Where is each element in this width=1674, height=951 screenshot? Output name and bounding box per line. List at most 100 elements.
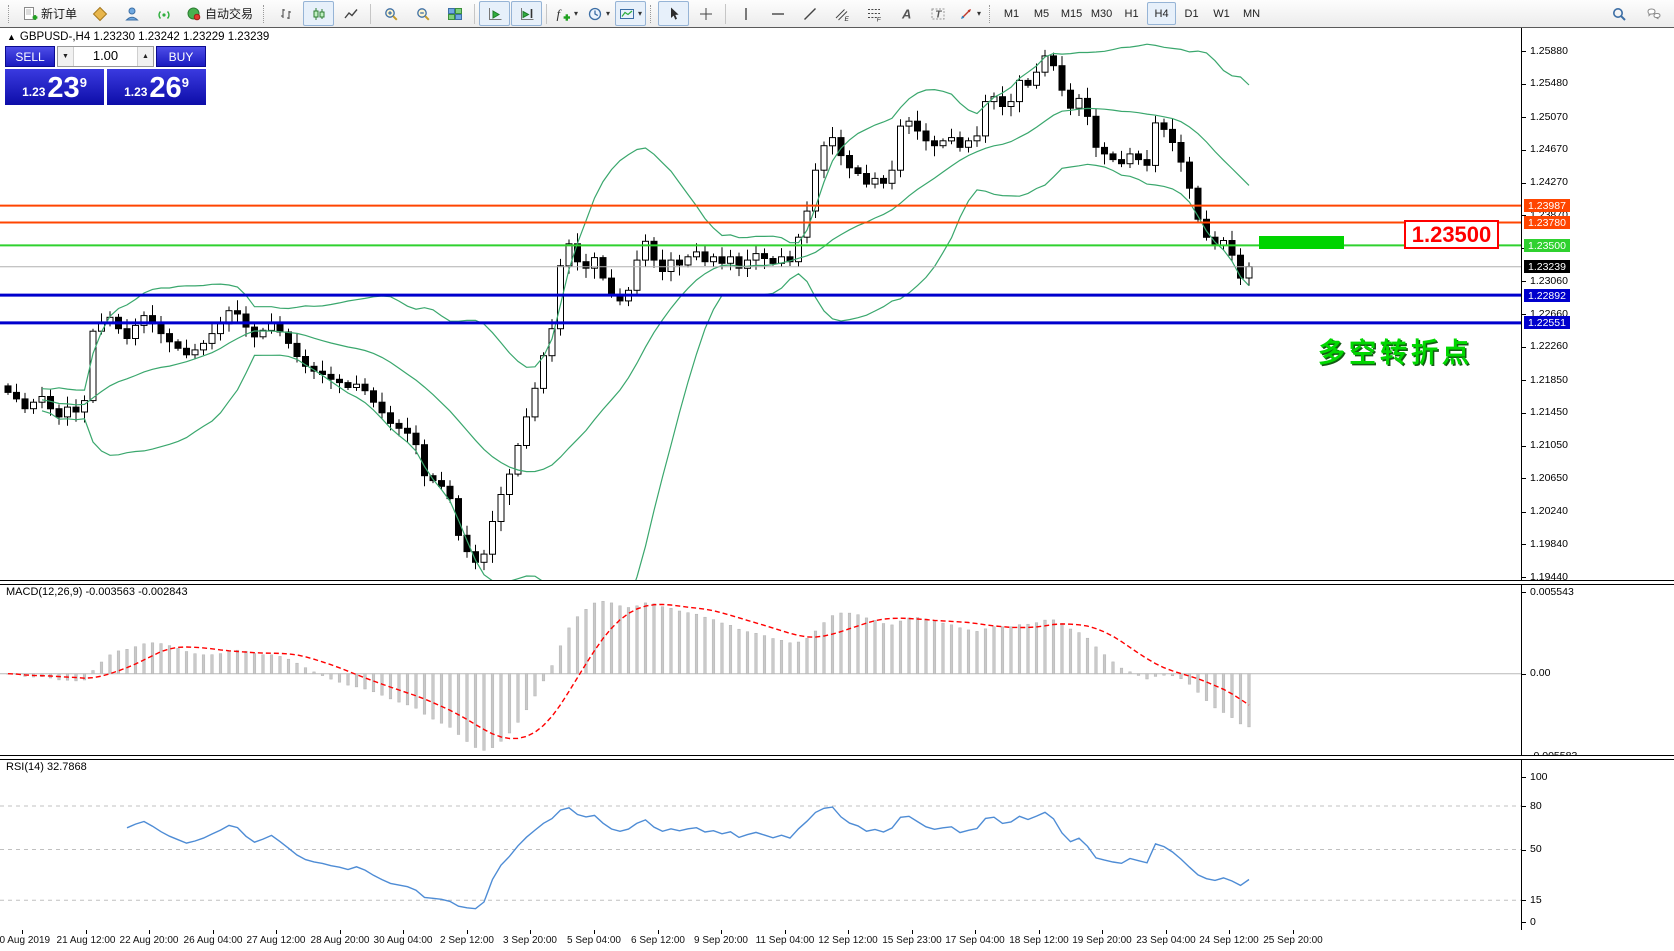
indicators-menu-button[interactable]: f ▾ [551, 1, 582, 26]
annotation-text-cn[interactable]: 多空转折点 [1318, 338, 1473, 368]
timeframe-button-H1[interactable]: H1 [1124, 7, 1139, 20]
toolbar-drag-handle[interactable] [8, 4, 12, 23]
axis-tick-label: 0 [1530, 916, 1536, 928]
toolbar-drag-handle[interactable] [989, 4, 993, 23]
zoom-out-button[interactable] [407, 1, 438, 26]
svg-text:E: E [844, 15, 849, 21]
time-tick-mark [276, 930, 277, 934]
arrows-tool-button[interactable]: ▾ [954, 1, 985, 26]
axis-tick-mark [1522, 577, 1526, 578]
auto-trading-button[interactable]: 自动交易 [180, 1, 259, 26]
cursor-icon [666, 6, 682, 22]
axis-tick-label: 1.21850 [1530, 374, 1568, 386]
tile-windows-button[interactable] [439, 1, 470, 26]
timeframe-button-D1[interactable]: D1 [1184, 7, 1199, 20]
profile-button[interactable] [116, 1, 147, 26]
collapse-trade-panel-arrow[interactable]: ▲ [7, 32, 16, 42]
search-button[interactable] [1603, 1, 1634, 26]
sell-price-main: 23 [47, 72, 80, 104]
time-tick-mark [149, 930, 150, 934]
buy-button[interactable]: BUY [156, 46, 206, 67]
timeframe-button-MN[interactable]: MN [1242, 7, 1261, 20]
volume-decrease-button[interactable]: ▼ [58, 47, 74, 66]
price-chart-canvas[interactable] [0, 28, 1521, 580]
sell-price-prefix: 1.23 [22, 85, 46, 99]
zoom-in-button[interactable] [375, 1, 406, 26]
axis-tick-label: 0.005543 [1530, 586, 1574, 598]
fibonacci-tool-button[interactable]: F [858, 1, 889, 26]
text-label-tool-button[interactable]: T [922, 1, 953, 26]
new-order-button[interactable]: 新订单 [16, 1, 83, 26]
chat-button[interactable] [1638, 1, 1669, 26]
crosshair-icon [698, 6, 714, 22]
time-tick-mark [530, 930, 531, 934]
pane-resize-handle[interactable] [0, 755, 1674, 760]
candlestick-mode-button[interactable] [303, 1, 335, 26]
axis-tick-label: 80 [1530, 800, 1542, 812]
price-callout-label[interactable]: 1.23500 [1404, 220, 1499, 249]
signals-button[interactable] [148, 1, 179, 26]
indicators-icon: f [555, 6, 571, 22]
axis-tick-mark [1522, 674, 1526, 675]
time-tick-mark [912, 930, 913, 934]
time-tick-label: 6 Sep 12:00 [631, 935, 685, 946]
timeframe-button-W1[interactable]: W1 [1213, 7, 1230, 20]
timeframe-button-M5[interactable]: M5 [1033, 7, 1050, 20]
axis-tick-mark [1522, 478, 1526, 479]
timeframe-button-H4[interactable]: H4 [1147, 2, 1177, 25]
horizontal-line-tool-button[interactable] [762, 1, 793, 26]
timeframe-button-M1[interactable]: M1 [1003, 7, 1020, 20]
price-chart-pane[interactable]: ▲ GBPUSD-,H4 1.23230 1.23242 1.23229 1.23… [0, 28, 1521, 580]
time-tick-label: 9 Sep 20:00 [694, 935, 748, 946]
channel-tool-button[interactable]: E [826, 1, 857, 26]
price-axis[interactable]: 1.25880 1.25480 1.25070 1.24670 1.24270 1.238… [1521, 28, 1674, 930]
highlight-rectangle[interactable] [1259, 236, 1344, 249]
timeframe-button-M15[interactable]: M15 [1060, 7, 1083, 20]
templates-menu-button[interactable]: ▾ [615, 1, 647, 26]
axis-tick-mark [1522, 922, 1526, 923]
volume-increase-button[interactable]: ▲ [137, 47, 153, 66]
axis-tick-mark [1522, 183, 1526, 184]
line-chart-mode-button[interactable] [335, 1, 366, 26]
volume-spinner: ▼ 1.00 ▲ [57, 46, 154, 67]
cursor-tool-button[interactable] [658, 1, 690, 26]
time-tick-label: 12 Sep 12:00 [818, 935, 878, 946]
axis-tick-label: 1.25480 [1530, 77, 1568, 89]
macd-pane[interactable]: MACD(12,26,9) -0.003563 -0.002843 [0, 580, 1521, 755]
time-tick-label: 18 Sep 12:00 [1009, 935, 1069, 946]
text-tool-button[interactable]: A [890, 1, 921, 26]
time-tick-mark [340, 930, 341, 934]
macd-canvas[interactable] [0, 580, 1521, 755]
auto-trading-label: 自动交易 [205, 7, 254, 21]
bar-chart-mode-button[interactable] [271, 1, 302, 26]
pane-resize-handle[interactable] [0, 580, 1674, 585]
timeframe-button-M30[interactable]: M30 [1090, 7, 1113, 20]
toolbar-drag-handle[interactable] [263, 4, 267, 23]
axis-tick-label: 15 [1530, 894, 1542, 906]
sell-button[interactable]: SELL [5, 46, 55, 67]
rsi-pane[interactable]: RSI(14) 32.7868 [0, 755, 1521, 930]
symbol-title: GBPUSD-,H4 [19, 31, 91, 43]
periods-menu-button[interactable]: ▾ [583, 1, 614, 26]
sell-price-display[interactable]: 1.23 23 9 [5, 69, 104, 105]
time-tick-label: 27 Aug 12:00 [246, 935, 306, 946]
axis-tick-label: 1.25070 [1530, 111, 1568, 123]
time-tick-label: 23 Sep 04:00 [1136, 935, 1196, 946]
text-label-icon: T [930, 6, 946, 22]
marketplace-button[interactable] [84, 1, 115, 26]
volume-value[interactable]: 1.00 [92, 48, 119, 63]
price-level-label: 1.23500 [1524, 239, 1570, 252]
time-tick-label: 17 Sep 04:00 [945, 935, 1005, 946]
trendline-tool-button[interactable] [794, 1, 825, 26]
chart-shift-button[interactable] [511, 1, 543, 26]
vertical-line-tool-button[interactable] [730, 1, 761, 26]
toolbar-separator [370, 3, 372, 24]
rsi-canvas[interactable] [0, 755, 1521, 930]
auto-scroll-button[interactable] [479, 1, 511, 26]
axis-tick-label: 1.20240 [1530, 505, 1568, 517]
crosshair-tool-button[interactable] [690, 1, 721, 26]
new-order-label: 新订单 [41, 7, 78, 21]
toolbar-drag-handle[interactable] [650, 4, 654, 23]
buy-price-display[interactable]: 1.23 26 9 [107, 69, 206, 105]
